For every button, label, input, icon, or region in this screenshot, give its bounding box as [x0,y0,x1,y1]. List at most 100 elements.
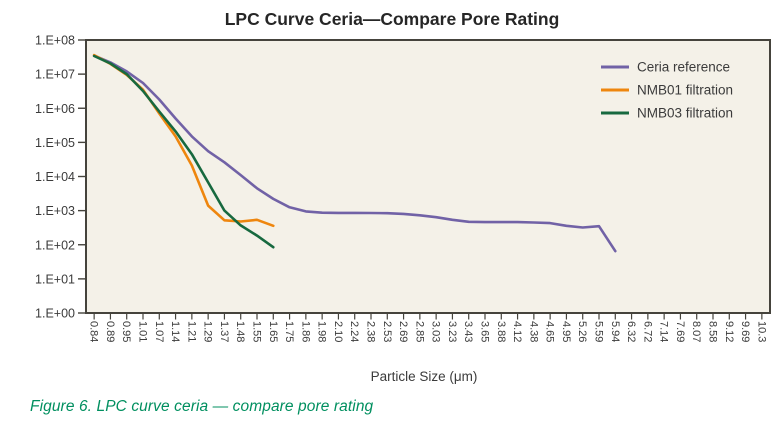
x-tick-label: 1.98 [316,321,328,342]
x-tick-label: 4.12 [511,321,523,342]
x-tick-label: 9.12 [723,321,735,342]
y-axis: 1.E+08 1.E+07 1.E+06 1.E+05 1.E+04 1.E+03 1.E+… [35,34,86,321]
x-tick-label: 6.32 [625,321,637,342]
x-tick-label: 3.65 [479,321,491,342]
y-tick-label: 1.E+02 [35,238,75,252]
x-tick-label: 4.95 [560,321,572,342]
legend-label: NMB03 filtration [637,106,733,121]
svg-text:1.98: 1.98 [316,321,328,342]
svg-text:7.69: 7.69 [674,321,686,342]
svg-text:8.07: 8.07 [690,321,702,342]
chart-title: LPC Curve Ceria—Compare Pore Rating [225,9,560,29]
svg-text:1.48: 1.48 [234,321,246,342]
figure-caption: Figure 6. LPC curve ceria — compare pore… [30,398,374,415]
svg-text:2.24: 2.24 [348,321,360,342]
x-tick-label: 1.55 [251,321,263,342]
legend-item-ceria-reference: Ceria reference [601,60,730,75]
y-tick-label: 1.E+05 [35,136,75,150]
y-tick-label: 1.E+04 [35,170,75,184]
x-tick-label: 3.03 [430,321,442,342]
x-tick-label: 5.59 [593,321,605,342]
svg-text:3.23: 3.23 [446,321,458,342]
x-tick-label: 0.89 [104,321,116,342]
svg-text:0.84: 0.84 [88,321,100,342]
plot-area [85,39,771,314]
svg-text:1.01: 1.01 [137,321,149,342]
svg-text:8.58: 8.58 [707,321,719,342]
svg-text:2.10: 2.10 [332,321,344,342]
legend-label: NMB01 filtration [637,83,733,98]
svg-text:0.95: 0.95 [120,321,132,342]
y-tick-label: 1.E+00 [35,307,75,321]
legend: Ceria reference NMB01 filtration NMB03 fil… [601,60,733,121]
svg-text:2.69: 2.69 [397,321,409,342]
series-lines [92,53,617,253]
svg-text:1.65: 1.65 [267,321,279,342]
legend-item-nmb03-filtration: NMB03 filtration [601,106,733,121]
x-tick-label: 2.53 [381,321,393,342]
svg-text:1.55: 1.55 [251,321,263,342]
svg-text:1.86: 1.86 [299,321,311,342]
svg-text:1.37: 1.37 [218,321,230,342]
series-line-ceria-reference [92,54,617,253]
x-tick-label: 1.65 [267,321,279,342]
x-tick-label: 3.23 [446,321,458,342]
svg-text:5.26: 5.26 [576,321,588,342]
x-tick-label: 1.01 [137,321,149,342]
svg-text:7.14: 7.14 [658,321,670,342]
svg-text:2.85: 2.85 [413,321,425,342]
x-tick-label: 0.84 [88,321,100,342]
x-tick-label: 1.29 [202,321,214,342]
x-tick-label: 8.07 [690,321,702,342]
x-tick-label: 2.85 [413,321,425,342]
x-tick-label: 7.69 [674,321,686,342]
x-tick-label: 2.69 [397,321,409,342]
x-tick-label: 9.69 [739,321,751,342]
chart-canvas: LPC Curve Ceria—Compare Pore Rating 1.E+… [35,9,771,384]
svg-text:3.88: 3.88 [495,321,507,342]
svg-text:1.75: 1.75 [283,321,295,342]
svg-text:10.3: 10.3 [755,321,767,342]
y-tick-label: 1.E+03 [35,204,75,218]
svg-text:3.03: 3.03 [430,321,442,342]
x-tick-label: 8.58 [707,321,719,342]
x-tick-label: 1.21 [185,321,197,342]
x-tick-label: 1.07 [153,321,165,342]
x-tick-label: 6.72 [641,321,653,342]
x-tick-label: 5.94 [609,321,621,342]
x-tick-label: 2.38 [365,321,377,342]
x-tick-label: 1.86 [299,321,311,342]
x-tick-label: 2.24 [348,321,360,342]
legend-item-nmb01-filtration: NMB01 filtration [601,83,733,98]
x-tick-label: 4.38 [527,321,539,342]
svg-text:1.14: 1.14 [169,321,181,342]
svg-text:0.89: 0.89 [104,321,116,342]
svg-text:3.65: 3.65 [479,321,491,342]
svg-text:1.29: 1.29 [202,321,214,342]
x-tick-label: 0.95 [120,321,132,342]
y-tick-label: 1.E+06 [35,102,75,116]
x-tick-label: 7.14 [658,321,670,342]
x-tick-label: 3.88 [495,321,507,342]
svg-text:2.53: 2.53 [381,321,393,342]
x-axis-title: Particle Size (μm) [371,369,478,384]
svg-text:4.95: 4.95 [560,321,572,342]
svg-text:4.38: 4.38 [527,321,539,342]
svg-text:1.21: 1.21 [185,321,197,342]
x-tick-label: 1.75 [283,321,295,342]
y-tick-label: 1.E+08 [35,34,75,48]
svg-text:6.72: 6.72 [641,321,653,342]
svg-text:5.59: 5.59 [593,321,605,342]
series-line-nmb03-filtration [92,54,275,249]
x-tick-label: 1.48 [234,321,246,342]
svg-text:3.43: 3.43 [462,321,474,342]
x-tick-label: 5.26 [576,321,588,342]
svg-text:1.07: 1.07 [153,321,165,342]
x-tick-label: 1.14 [169,321,181,342]
svg-text:4.12: 4.12 [511,321,523,342]
svg-text:9.69: 9.69 [739,321,751,342]
x-tick-label: 1.37 [218,321,230,342]
svg-text:5.94: 5.94 [609,321,621,342]
x-tick-label: 10.3 [755,321,767,342]
